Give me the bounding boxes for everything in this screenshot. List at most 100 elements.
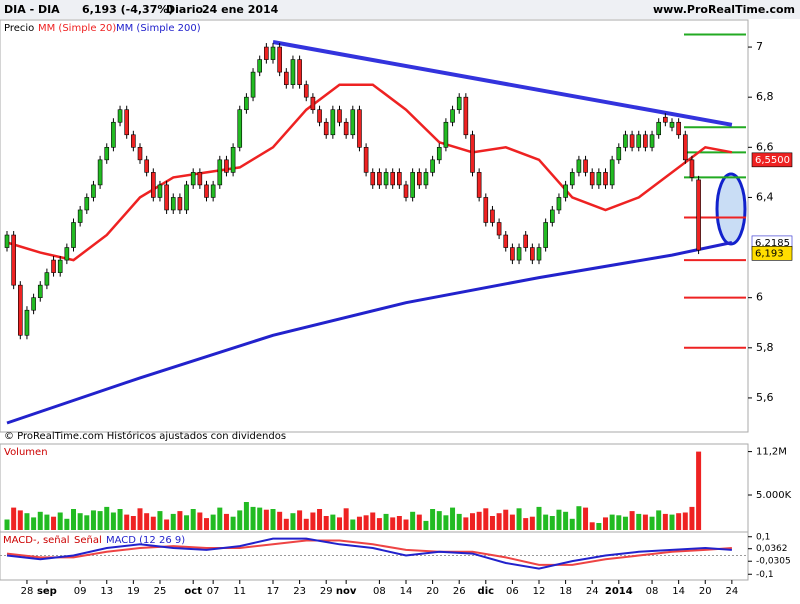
volume-bar (370, 512, 376, 530)
volume-bar (4, 519, 10, 530)
price-label-box (751, 246, 793, 261)
volume-bar (576, 506, 582, 530)
candle-body (490, 209, 495, 223)
volume-bar (17, 510, 23, 530)
candle-body (682, 134, 688, 161)
candle-body (264, 46, 269, 60)
volume-bar (71, 509, 76, 530)
volume-bar (257, 507, 263, 530)
candle-body (463, 96, 469, 136)
volume-bar (243, 502, 249, 530)
macd-signal-label: Señal (74, 535, 102, 546)
candle-body (383, 172, 389, 186)
volume-bar (376, 518, 382, 530)
volume-bar (11, 507, 17, 530)
candle-body (84, 197, 90, 211)
volume-bar (164, 519, 170, 530)
volume-bar (536, 506, 542, 530)
macd-signal-line (6, 539, 732, 566)
candle-body (303, 84, 309, 98)
candle-body (230, 147, 236, 173)
volume-bar (64, 518, 70, 530)
legend-price: Precio (4, 23, 34, 34)
macd-tick-label: 0,1 (756, 532, 770, 542)
candle-body (643, 134, 648, 148)
x-tick-label: 19 (127, 586, 140, 597)
macd-line (6, 537, 732, 570)
volume-bar (210, 514, 216, 530)
candle-body (689, 159, 695, 178)
candle-body (244, 96, 249, 111)
volume-title: Volumen (4, 447, 48, 458)
volume-bar (110, 512, 116, 530)
candle-body (443, 121, 449, 148)
x-tick-label: 17 (267, 586, 280, 597)
candle-body (556, 197, 562, 211)
volume-bar (589, 522, 595, 530)
candle-body (397, 172, 402, 186)
candle-body (516, 247, 522, 261)
candle-body (450, 109, 455, 123)
volume-bar (529, 516, 535, 530)
candle-body (423, 172, 429, 186)
candle-body (91, 184, 96, 198)
candle-body (11, 234, 16, 286)
volume-bar (470, 513, 475, 530)
x-tick-label: 07 (207, 586, 220, 597)
volume-bar (250, 506, 256, 530)
candle-body (317, 109, 322, 123)
volume-bar (303, 518, 309, 530)
volume-bar (97, 511, 103, 530)
candle-body (629, 134, 635, 148)
volume-bar (263, 509, 269, 530)
candle-body (530, 247, 535, 261)
candle-body (270, 46, 276, 60)
volume-bar (430, 509, 436, 530)
volume-bar (603, 517, 608, 530)
candle-body (57, 259, 63, 273)
volume-bar (556, 509, 562, 530)
price-label: 6,193 (755, 248, 784, 259)
candle-body (190, 172, 196, 186)
candle-body (696, 179, 701, 251)
volume-bar (689, 506, 695, 530)
x-tick-label: 23 (293, 586, 306, 597)
candle-body (131, 134, 136, 148)
candle-body (37, 284, 43, 298)
price-label: 6,5500 (755, 155, 790, 166)
volume-bar (636, 513, 642, 530)
y-tick-label: 7 (756, 40, 763, 53)
volume-bar (323, 516, 329, 530)
candle-body (257, 59, 263, 73)
x-tick-label: 14 (672, 586, 685, 597)
macd-title: MACD-, señal (3, 535, 70, 546)
candle-body (636, 134, 642, 148)
candle-body (164, 184, 169, 211)
volume-bar (330, 514, 336, 530)
candle-body (204, 184, 209, 198)
candle-body (117, 109, 123, 123)
volume-bar (104, 506, 110, 530)
candle-body (543, 222, 548, 248)
mm20-line (6, 83, 733, 262)
volume-bar (543, 514, 549, 530)
candle-body (297, 59, 302, 85)
x-tick-label: 12 (533, 586, 546, 597)
volume-bar (237, 510, 243, 530)
x-tick-label: sep (37, 586, 57, 597)
volume-bar (197, 512, 203, 530)
volume-bar (682, 512, 688, 530)
candle-body (343, 121, 349, 136)
y-tick-label: 6 (756, 291, 763, 304)
volume-bar (337, 517, 342, 530)
x-tick-label: 25 (154, 586, 167, 597)
volume-bar (356, 516, 362, 530)
volume-bar (204, 518, 209, 530)
volume-bar (450, 507, 456, 530)
date: 24 ene 2014 (202, 3, 279, 16)
macd-frame (0, 531, 749, 581)
volume-bar (177, 511, 183, 530)
candle-body (323, 121, 329, 136)
y-tick-label: 6,6 (756, 140, 774, 153)
volume-bar (277, 511, 283, 530)
